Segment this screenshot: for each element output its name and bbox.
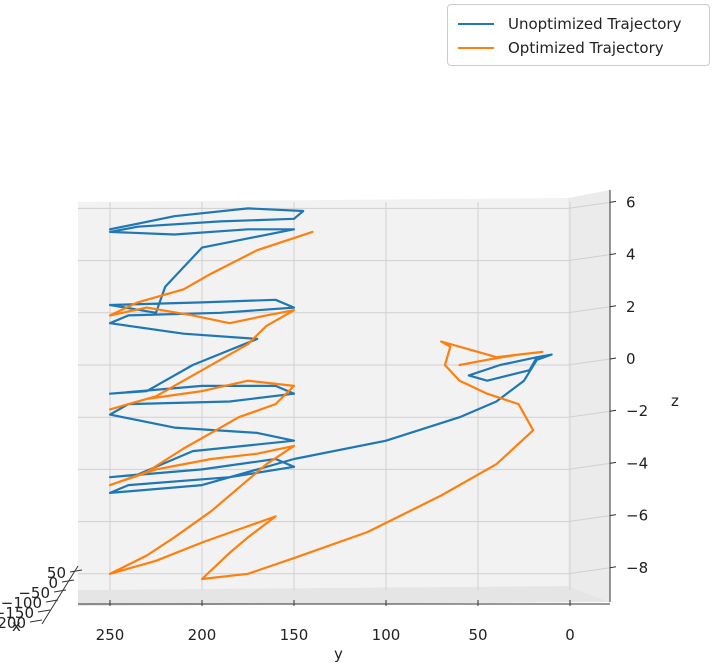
z-gridline-side — [567, 567, 611, 575]
z-gridline-side — [567, 254, 611, 262]
y-tick-label: 200 — [188, 626, 217, 644]
y-axis-label: y — [334, 645, 343, 663]
x-axis-label: x — [12, 617, 21, 635]
x-tick-label: −200 — [0, 614, 26, 632]
back-pane — [78, 198, 568, 590]
z-tick-label: 4 — [626, 246, 636, 264]
series-line-unoptimized — [108, 207, 553, 494]
side-pane — [568, 190, 610, 602]
y-tick-label: 50 — [468, 626, 487, 644]
y-tick-label: 150 — [280, 626, 309, 644]
z-tick-label: −2 — [626, 402, 648, 420]
z-tick-label: −4 — [626, 454, 648, 472]
z-gridline-side — [567, 201, 611, 209]
z-gridline-side — [567, 306, 611, 314]
z-axis: 6 4 2 0 −2 −4 −6 −8 — [609, 190, 648, 602]
x-tick-label: 50 — [47, 564, 66, 582]
z-gridline-side — [567, 410, 611, 418]
z-tick — [609, 305, 617, 308]
x-tick-label: 0 — [48, 574, 58, 592]
z-tick-label: 6 — [626, 193, 636, 211]
z-tick — [609, 514, 617, 517]
x-tick — [69, 569, 83, 573]
z-tick — [609, 461, 617, 464]
y-axis: 250 200 150 100 50 0 — [78, 600, 610, 644]
z-tick-label: 2 — [626, 298, 636, 316]
z-tick — [609, 200, 617, 203]
x-tick — [45, 599, 59, 603]
legend-label-unoptimized: Unoptimized Trajectory — [508, 15, 682, 33]
x-tick-label: −150 — [0, 604, 34, 622]
z-gridline-side — [567, 462, 611, 470]
y-tick-label: 100 — [372, 626, 401, 644]
legend-entry-optimized: Optimized Trajectory — [458, 37, 664, 59]
x-axis: 500−50−100−150−200 — [0, 564, 83, 632]
z-tick-label: −8 — [626, 559, 648, 577]
legend: Unoptimized Trajectory Optimized Traject… — [447, 4, 710, 66]
z-tick — [609, 566, 617, 569]
series-layer — [108, 207, 553, 581]
z-tick-label: −6 — [626, 507, 648, 525]
z-tick — [609, 357, 617, 360]
y-tick-label: 250 — [96, 626, 125, 644]
x-tick-label: −100 — [1, 594, 42, 612]
series-line-optimized — [108, 230, 544, 581]
x-tick — [29, 619, 43, 623]
legend-entry-unoptimized: Unoptimized Trajectory — [458, 13, 681, 35]
z-tick — [609, 253, 617, 256]
legend-label-optimized: Optimized Trajectory — [508, 39, 664, 57]
legend-swatch-optimized — [458, 47, 494, 49]
floor-pane — [78, 586, 610, 606]
grid — [78, 201, 611, 590]
z-tick — [609, 409, 617, 412]
x-tick — [53, 589, 67, 593]
y-tick-label: 0 — [565, 626, 575, 644]
z-tick-label: 0 — [626, 350, 636, 368]
z-gridline-side — [567, 358, 611, 366]
x-tick — [37, 609, 51, 613]
legend-swatch-unoptimized — [458, 23, 494, 25]
x-tick — [61, 579, 75, 583]
x-tick-label: −50 — [18, 584, 50, 602]
x-axis-line — [41, 565, 79, 625]
z-gridline-side — [567, 515, 611, 523]
z-axis-label: z — [671, 392, 679, 410]
